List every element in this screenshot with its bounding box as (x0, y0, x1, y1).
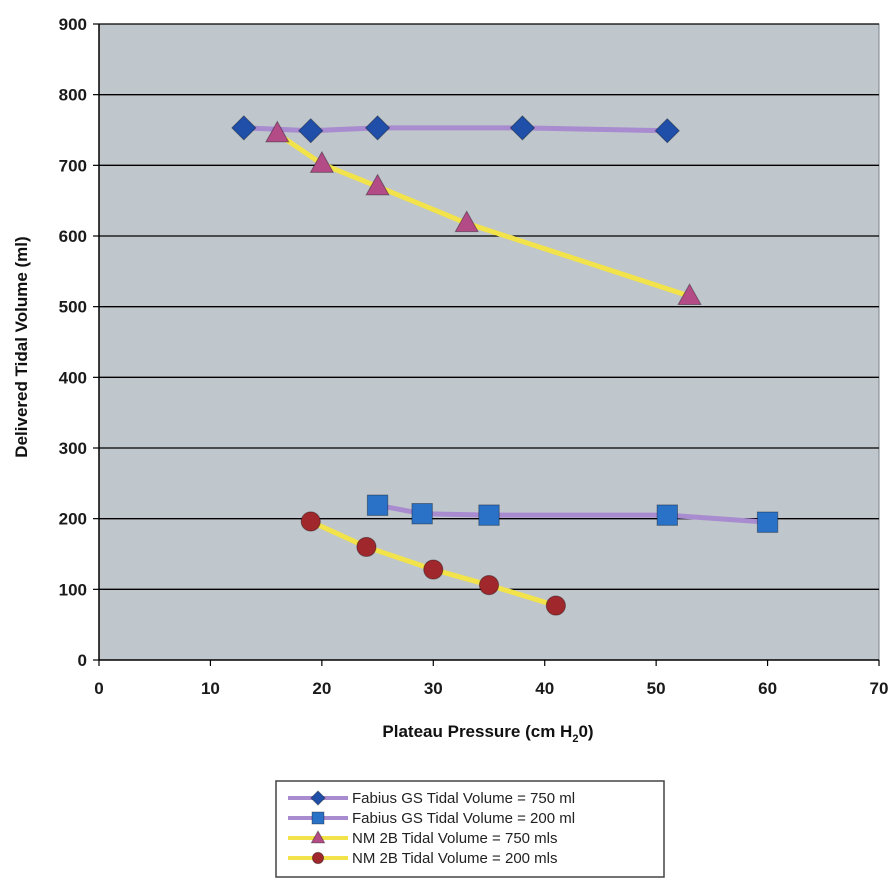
data-point-diamond (509, 115, 536, 141)
series-1 (231, 115, 680, 144)
legend-marker-square (311, 811, 325, 825)
legend: Fabius GS Tidal Volume = 750 ml Fabius GS… (275, 780, 665, 878)
x-axis-title-subscript: 2 (572, 733, 578, 745)
legend-label: NM 2B Tidal Volume = 750 mls (352, 830, 558, 847)
x-tick-label: 0 (94, 679, 103, 698)
y-tick-label: 200 (59, 510, 87, 529)
x-tick-label: 30 (424, 679, 443, 698)
data-point-triangle (265, 120, 290, 143)
data-point-triangle (365, 173, 390, 196)
axes (98, 24, 879, 661)
data-point-square (411, 503, 433, 525)
x-axis-title-main: Plateau Pressure (cm H (382, 722, 572, 741)
y-tick-label: 900 (59, 15, 87, 34)
legend-label: NM 2B Tidal Volume = 200 mls (352, 850, 558, 867)
y-tick-label: 400 (59, 368, 87, 387)
x-tick-label: 10 (201, 679, 220, 698)
data-point-diamond (654, 117, 680, 144)
y-tick-label: 800 (59, 86, 87, 105)
legend-item-2: Fabius GS Tidal Volume = 200 ml (288, 810, 575, 827)
data-point-square (656, 504, 678, 526)
data-point-diamond (364, 115, 391, 141)
x-tick-label: 70 (870, 679, 889, 698)
series-4 (300, 511, 566, 616)
y-tick-label: 500 (59, 298, 87, 317)
legend-item-4: NM 2B Tidal Volume = 200 mls (288, 850, 558, 867)
plot-background (98, 23, 880, 661)
legend-item-1: Fabius GS Tidal Volume = 750 ml (288, 790, 575, 807)
y-axis-title: Delivered Tidal Volume (ml) (12, 236, 31, 457)
data-point-square (366, 494, 389, 516)
data-point-circle (356, 536, 377, 558)
y-tick-label: 0 (78, 651, 87, 670)
y-tick-label: 700 (59, 156, 87, 175)
data-point-diamond (231, 115, 257, 141)
legend-label: Fabius GS Tidal Volume = 200 ml (352, 810, 575, 827)
x-axis-title: Plateau Pressure (cm H20) (382, 722, 593, 745)
data-point-diamond (298, 117, 324, 144)
data-point-triangle (309, 150, 335, 173)
legend-marker-circle (311, 851, 325, 865)
x-axis-title-end: 0) (578, 722, 593, 741)
data-point-circle (478, 574, 500, 596)
data-point-triangle (677, 283, 702, 305)
grid-lines (99, 23, 879, 590)
legend-marker-triangle (310, 829, 326, 844)
data-point-circle (423, 559, 444, 580)
y-tick-label: 100 (59, 580, 87, 599)
x-tick-label: 50 (647, 679, 666, 698)
series-2 (366, 494, 779, 533)
tick-labels: 0 100 200 300 400 500 600 700 800 900 0 10 20 30 40 50 6… (59, 15, 889, 698)
data-point-circle (545, 595, 566, 616)
y-tick-label: 300 (59, 439, 87, 458)
series-3 (265, 120, 702, 305)
x-tick-label: 60 (758, 679, 777, 698)
data-point-triangle (454, 210, 479, 233)
x-tick-label: 40 (535, 679, 554, 698)
data-point-circle (300, 511, 321, 532)
x-tick-label: 20 (312, 679, 331, 698)
legend-label: Fabius GS Tidal Volume = 750 ml (352, 790, 575, 807)
legend-marker-diamond (310, 790, 326, 806)
y-tick-label: 600 (59, 227, 87, 246)
data-point-square (756, 511, 779, 533)
legend-item-3: NM 2B Tidal Volume = 750 mls (288, 829, 558, 847)
data-point-square (478, 504, 500, 526)
series-group (231, 115, 779, 616)
